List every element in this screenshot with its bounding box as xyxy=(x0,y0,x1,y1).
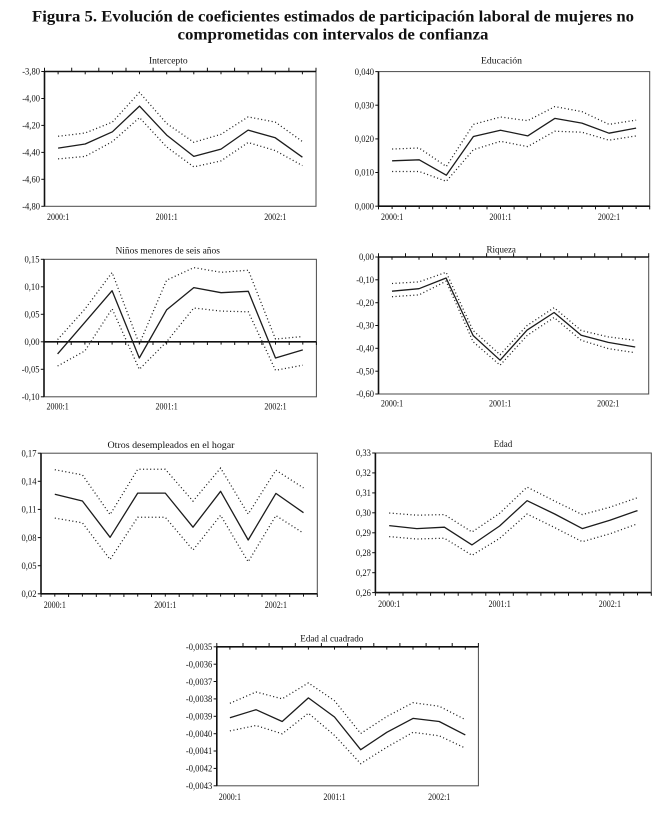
svg-text:-0,0038: -0,0038 xyxy=(186,694,213,704)
svg-text:0,14: 0,14 xyxy=(22,477,37,487)
svg-text:2000:1: 2000:1 xyxy=(47,213,69,223)
svg-text:0,17: 0,17 xyxy=(22,448,37,458)
svg-text:2000:1: 2000:1 xyxy=(47,403,69,413)
svg-text:2001:1: 2001:1 xyxy=(154,601,176,611)
svg-text:comprometidas con intervalos d: comprometidas con intervalos de confianz… xyxy=(178,27,489,44)
svg-text:2002:1: 2002:1 xyxy=(598,213,620,223)
svg-text:Riqueza: Riqueza xyxy=(486,244,516,255)
svg-text:-0,0037: -0,0037 xyxy=(186,677,213,687)
svg-text:2002:1: 2002:1 xyxy=(264,213,286,223)
svg-text:2000:1: 2000:1 xyxy=(378,600,400,610)
svg-text:-4,00: -4,00 xyxy=(22,94,40,104)
svg-text:2002:1: 2002:1 xyxy=(597,400,619,410)
svg-text:0,33: 0,33 xyxy=(356,448,371,458)
svg-text:Edad: Edad xyxy=(494,439,513,450)
svg-text:0,30: 0,30 xyxy=(356,508,371,518)
svg-text:2001:1: 2001:1 xyxy=(156,403,178,413)
svg-text:0,26: 0,26 xyxy=(356,588,371,598)
svg-text:-0,10: -0,10 xyxy=(22,392,40,402)
svg-text:2000:1: 2000:1 xyxy=(219,793,241,803)
svg-text:-0,0039: -0,0039 xyxy=(186,712,213,722)
svg-text:Intercepto: Intercepto xyxy=(149,55,188,66)
svg-text:-0,50: -0,50 xyxy=(356,366,374,376)
svg-text:-0,0043: -0,0043 xyxy=(186,781,213,791)
svg-text:2000:1: 2000:1 xyxy=(381,213,403,223)
svg-text:-0,0041: -0,0041 xyxy=(186,746,212,756)
svg-text:0,15: 0,15 xyxy=(25,255,40,265)
svg-text:0,000: 0,000 xyxy=(355,201,375,211)
svg-text:0,020: 0,020 xyxy=(355,134,375,144)
svg-text:0,32: 0,32 xyxy=(356,468,371,478)
svg-text:2002:1: 2002:1 xyxy=(599,600,621,610)
svg-text:0,05: 0,05 xyxy=(25,310,40,320)
svg-text:0,28: 0,28 xyxy=(356,548,371,558)
svg-text:0,05: 0,05 xyxy=(22,561,37,571)
svg-text:-4,60: -4,60 xyxy=(22,175,40,185)
svg-text:-0,05: -0,05 xyxy=(22,365,40,375)
svg-text:-0,40: -0,40 xyxy=(356,344,374,354)
svg-text:2001:1: 2001:1 xyxy=(156,213,178,223)
svg-text:2001:1: 2001:1 xyxy=(323,793,345,803)
svg-text:Niños menores de seis años: Niños menores de seis años xyxy=(115,245,220,256)
svg-text:-4,80: -4,80 xyxy=(22,202,40,212)
svg-text:-0,0036: -0,0036 xyxy=(186,659,213,669)
svg-text:0,030: 0,030 xyxy=(355,101,375,111)
svg-text:-0,0040: -0,0040 xyxy=(186,729,213,739)
svg-text:0,08: 0,08 xyxy=(22,533,37,543)
svg-text:2001:1: 2001:1 xyxy=(489,213,511,223)
svg-text:2002:1: 2002:1 xyxy=(264,403,286,413)
svg-text:0,00: 0,00 xyxy=(359,252,374,262)
svg-text:0,040: 0,040 xyxy=(355,67,375,77)
svg-text:0,31: 0,31 xyxy=(356,488,371,498)
svg-text:0,11: 0,11 xyxy=(22,505,37,515)
svg-text:0,00: 0,00 xyxy=(25,337,40,347)
svg-text:-4,20: -4,20 xyxy=(22,121,40,131)
svg-text:-0,30: -0,30 xyxy=(356,321,374,331)
svg-text:-0,0042: -0,0042 xyxy=(186,764,212,774)
svg-text:0,010: 0,010 xyxy=(355,168,375,178)
svg-text:-0,10: -0,10 xyxy=(356,275,374,285)
svg-text:2002:1: 2002:1 xyxy=(265,601,287,611)
svg-text:Figura 5. Evolución de coefici: Figura 5. Evolución de coeficientes esti… xyxy=(32,9,634,26)
svg-text:2000:1: 2000:1 xyxy=(381,400,403,410)
svg-text:0,29: 0,29 xyxy=(356,528,371,538)
svg-text:2001:1: 2001:1 xyxy=(489,400,511,410)
svg-text:Edad al cuadrado: Edad al cuadrado xyxy=(300,633,363,644)
svg-text:2002:1: 2002:1 xyxy=(428,793,450,803)
svg-text:0,27: 0,27 xyxy=(356,568,371,578)
svg-text:-0,20: -0,20 xyxy=(356,298,374,308)
svg-text:2001:1: 2001:1 xyxy=(489,600,511,610)
svg-text:-4,40: -4,40 xyxy=(22,148,40,158)
svg-text:Otros desempleados en el hogar: Otros desempleados en el hogar xyxy=(108,440,236,451)
svg-text:0,10: 0,10 xyxy=(25,282,40,292)
svg-text:-0,0035: -0,0035 xyxy=(186,642,213,652)
svg-text:-3,80: -3,80 xyxy=(22,67,40,77)
svg-text:0,02: 0,02 xyxy=(22,589,37,599)
svg-text:-0,60: -0,60 xyxy=(356,389,374,399)
svg-text:2000:1: 2000:1 xyxy=(44,601,66,611)
svg-text:Educación: Educación xyxy=(481,56,522,67)
